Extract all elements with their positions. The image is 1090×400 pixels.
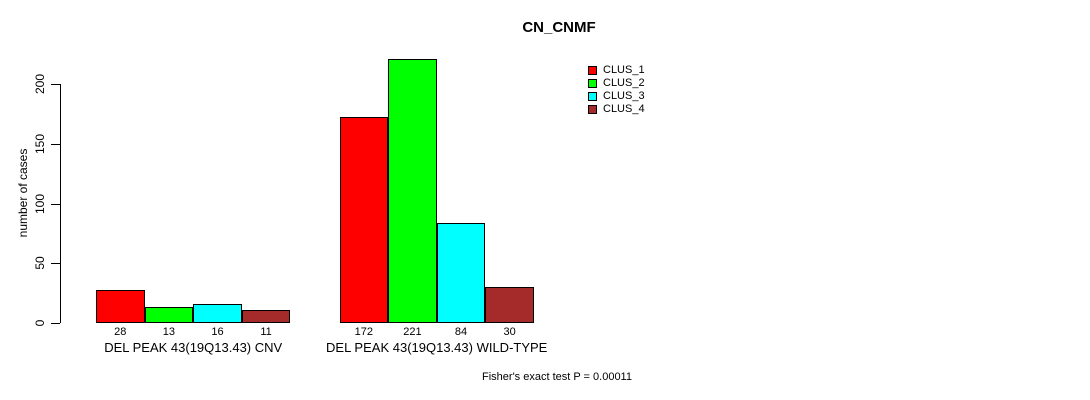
bar-value-label: 221 [403,326,422,338]
bar-value-label: 13 [162,326,176,338]
legend-swatch [588,79,597,88]
y-tick-label: 150 [33,133,47,154]
bar-clus_2 [144,307,194,323]
bar-value-label: 30 [503,326,516,338]
legend-item: CLUS_4 [588,103,645,115]
bar-value-label: 28 [114,326,127,338]
y-tick [51,203,60,205]
bar-clus_4 [485,287,534,323]
legend-label: CLUS_4 [603,103,645,115]
y-tick-label: 50 [33,256,47,270]
y-tick [51,84,60,85]
y-tick [51,263,60,265]
legend-item: CLUS_2 [588,77,645,89]
category-label: DEL PEAK 43(19Q13.43) CNV [104,340,283,355]
category-label: DEL PEAK 43(19Q13.43) WILD-TYPE [326,340,548,355]
legend: CLUS_1 CLUS_2 CLUS_3 CLUS_4 [588,64,645,118]
legend-label: CLUS_2 [603,77,645,89]
bar-clus_4 [241,309,291,323]
y-tick [51,323,60,324]
legend-item: CLUS_3 [588,90,645,102]
bar-clus_3 [193,303,242,323]
legend-swatch [588,105,597,114]
y-tick-label: 0 [33,319,47,327]
bar-clus_3 [436,222,486,323]
bar-value-label: 84 [454,326,468,338]
legend-label: CLUS_1 [603,64,645,76]
bar-clus_1 [96,289,145,323]
bar-clus_2 [388,58,437,323]
y-axis-label: number of cases [16,148,30,238]
y-tick-label: 100 [33,193,47,214]
y-tick-label: 200 [33,73,47,95]
chart-title: CN_CNMF [522,19,596,36]
legend-swatch [588,92,597,101]
legend-label: CLUS_3 [603,90,645,102]
bar-value-label: 16 [211,326,224,338]
legend-item: CLUS_1 [588,64,645,76]
bar-clus_1 [339,117,389,323]
fisher-test-note: Fisher's exact test P = 0.00011 [482,371,632,383]
bar-value-label: 11 [260,326,272,338]
bar-value-label: 172 [354,326,373,338]
y-tick [51,143,60,145]
legend-swatch [588,66,597,75]
y-axis-line [60,84,61,323]
